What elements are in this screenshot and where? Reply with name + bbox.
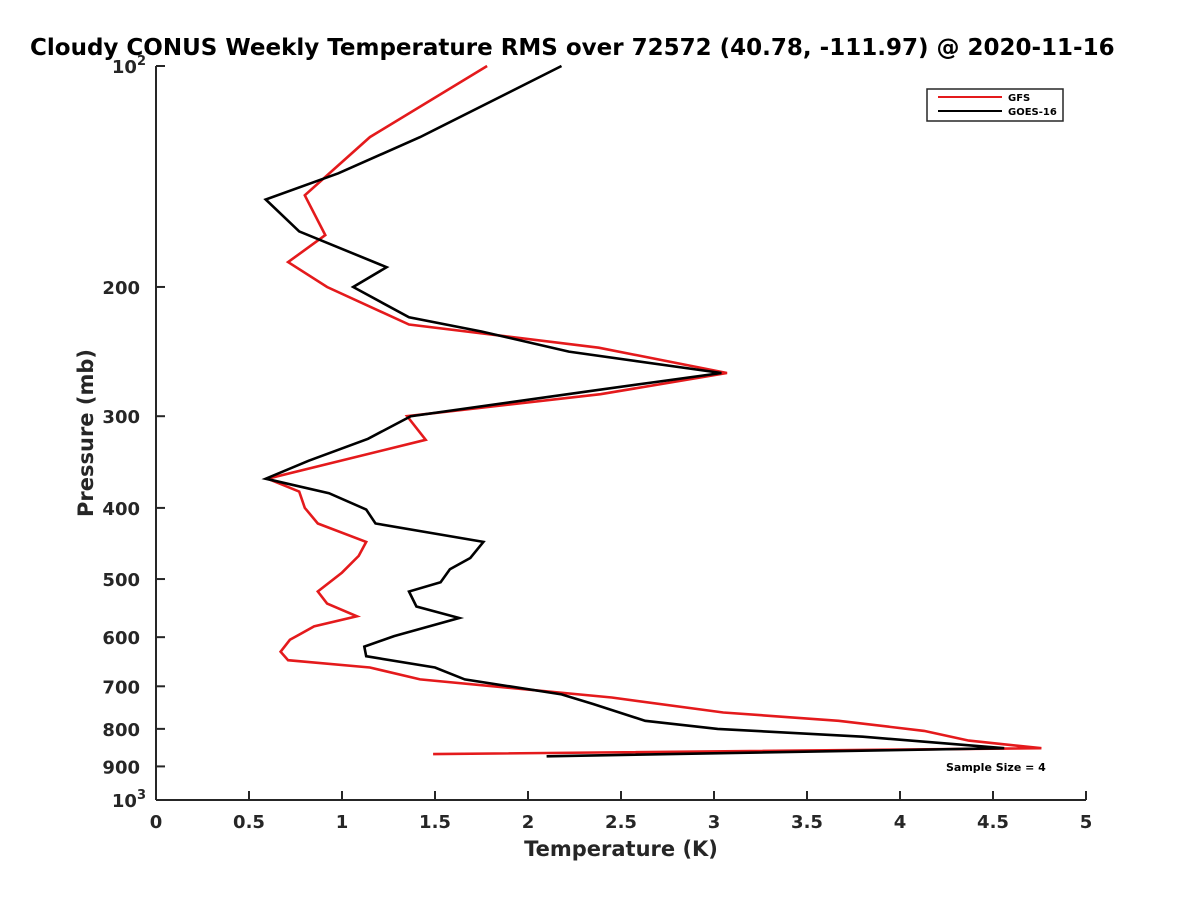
x-tick-label: 2 (522, 812, 535, 833)
y-tick-label: 300 (102, 407, 140, 428)
plot-lines (261, 64, 1042, 758)
x-tick-label: 1.5 (419, 812, 451, 833)
series-line-goes16 (261, 64, 1005, 758)
x-tick-label: 3.5 (791, 812, 823, 833)
x-tick-label: 4.5 (977, 812, 1009, 833)
y-tick-label-exponent: 3 (137, 788, 146, 803)
y-tick-label-base: 10 (112, 791, 137, 812)
y-tick-label: 400 (102, 499, 140, 520)
x-axis-label: Temperature (K) (524, 837, 718, 861)
x-tick-label: 0.5 (233, 812, 265, 833)
sample-size-annotation: Sample Size = 4 (946, 761, 1046, 774)
legend-box (926, 88, 1064, 122)
y-tick-label: 900 (102, 757, 140, 778)
y-tick-label: 800 (102, 720, 140, 741)
y-tick-label: 200 (102, 278, 140, 299)
x-tick-label: 0 (150, 812, 163, 833)
y-tick-label-base: 10 (112, 57, 137, 78)
y-axis-label: Pressure (mb) (74, 349, 98, 517)
series-line-gfs (263, 64, 1042, 756)
chart-title: Cloudy CONUS Weekly Temperature RMS over… (30, 35, 1115, 61)
x-ticks: 0 0.5 1 1.5 2 2.5 3 3.5 4 4.5 5 (150, 791, 1093, 833)
y-tick-label: 600 (102, 628, 140, 649)
legend: GFS GOES-16 (926, 88, 1064, 122)
y-tick-label: 102 (112, 54, 146, 78)
y-tick-label-exponent: 2 (137, 54, 146, 69)
legend-label-goes16: GOES-16 (1008, 107, 1057, 118)
y-tick-label: 500 (102, 570, 140, 591)
x-tick-label: 5 (1080, 812, 1093, 833)
legend-label-gfs: GFS (1008, 93, 1030, 104)
y-tick-label: 700 (102, 677, 140, 698)
x-tick-label: 2.5 (605, 812, 637, 833)
x-tick-label: 3 (708, 812, 721, 833)
x-tick-label: 4 (894, 812, 907, 833)
y-tick-label: 103 (112, 788, 146, 812)
x-tick-label: 1 (336, 812, 349, 833)
